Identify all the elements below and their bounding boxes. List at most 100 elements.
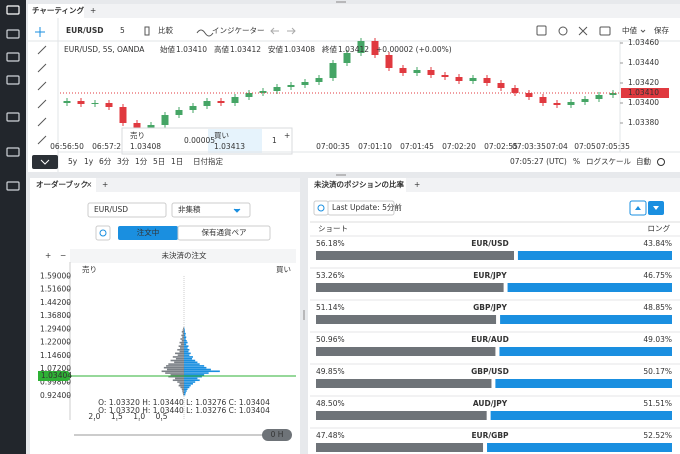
period[interactable]: 1分 — [135, 157, 148, 166]
sidebar — [0, 0, 26, 454]
candle-body — [525, 93, 533, 97]
depth-bar-sell — [179, 347, 184, 349]
depth-bar-sell — [177, 354, 184, 356]
tab-title[interactable]: チャーティング — [32, 5, 84, 15]
indicator[interactable]: インジケーター — [212, 26, 265, 35]
percent[interactable]: % — [573, 157, 580, 166]
orders-btn[interactable] — [118, 226, 178, 240]
collapse-btn[interactable] — [32, 155, 58, 169]
depth-bar-sell — [183, 393, 184, 396]
tab-add[interactable]: + — [414, 180, 420, 189]
drawing-tool[interactable] — [37, 99, 47, 109]
redo[interactable] — [287, 27, 296, 35]
depth-bar-sell — [182, 390, 184, 392]
positions-refresh[interactable] — [313, 200, 329, 216]
depth-bar-sell — [178, 384, 184, 387]
chart-settings[interactable] — [657, 158, 665, 166]
depth-bar-sell — [182, 391, 184, 394]
layout-btn[interactable] — [536, 25, 547, 36]
price-tick-label: 1.03420 — [628, 78, 659, 87]
depth-bar-buy — [184, 359, 196, 362]
slider-handle[interactable] — [262, 429, 292, 441]
drawing-tool[interactable] — [35, 27, 45, 37]
sidebar-icon[interactable] — [6, 75, 20, 85]
pair[interactable]: EUR/USD — [94, 205, 128, 214]
undo[interactable] — [270, 27, 279, 35]
short-percent: 48.50% — [316, 399, 345, 408]
compare[interactable]: 比較 — [158, 25, 173, 35]
pair-select[interactable] — [87, 202, 167, 218]
period[interactable]: 3分 — [117, 157, 130, 166]
period[interactable]: 5日 — [153, 157, 165, 166]
price-type[interactable]: 中値 — [622, 25, 637, 35]
candle-body — [189, 106, 197, 110]
settings-btn[interactable] — [558, 26, 568, 36]
sidebar-icon[interactable] — [6, 181, 20, 191]
sidebar-icon[interactable] — [6, 112, 20, 122]
orderbook-panel — [30, 178, 300, 454]
drawing-tool[interactable] — [37, 45, 47, 55]
candle-body — [427, 70, 435, 75]
orderbook-tab-title[interactable]: オーダーブック — [36, 179, 88, 189]
period[interactable]: 日付指定 — [193, 156, 223, 166]
sell-price[interactable]: 1.03408 — [130, 142, 161, 151]
mode[interactable]: 非集積 — [178, 204, 201, 214]
depth-bar-buy — [184, 374, 205, 376]
save[interactable]: 保存 — [654, 25, 669, 35]
sidebar-icon[interactable] — [6, 5, 20, 15]
depth-bar-buy — [184, 393, 186, 396]
tab-close[interactable]: × — [398, 180, 404, 189]
interval[interactable]: 5 — [120, 26, 125, 35]
sidebar-icon[interactable] — [6, 147, 20, 157]
depth-bar-sell — [168, 375, 184, 378]
qty-plus[interactable]: + — [284, 131, 290, 140]
orders-btn-label[interactable]: 注文中 — [137, 227, 160, 237]
snapshot-btn[interactable] — [599, 26, 611, 36]
positions-btn-label[interactable]: 保有通貨ペア — [202, 227, 247, 237]
sidebar-icon[interactable] — [6, 29, 20, 39]
log-scale[interactable]: ログスケール — [586, 156, 631, 166]
fullscreen-btn[interactable] — [578, 26, 588, 36]
depth-bar-buy — [184, 388, 188, 391]
buy-label[interactable]: 買い — [214, 131, 229, 140]
sidebar-icon[interactable] — [6, 52, 20, 62]
auto-scale[interactable]: 自動 — [636, 156, 651, 166]
tab-close[interactable]: × — [86, 180, 92, 189]
zoom-out[interactable]: − — [60, 251, 66, 260]
time-label: 07:05:35 — [596, 142, 630, 151]
drawing-tool[interactable] — [37, 117, 47, 127]
buy-box[interactable] — [208, 129, 262, 153]
period[interactable]: 6分 — [99, 157, 112, 166]
long-percent: 52.52% — [643, 431, 672, 440]
depth-bar-buy — [184, 354, 190, 356]
depth-ohlc: O: 1.03320 H: 1.03440 L: 1.03276 C: 1.03… — [98, 406, 270, 415]
quantity[interactable]: 1 — [272, 136, 277, 145]
orderbook-tab[interactable] — [30, 178, 96, 192]
zoom-in[interactable]: + — [45, 251, 51, 260]
buy-price[interactable]: 1.03413 — [214, 142, 245, 151]
period[interactable]: 1日 — [171, 157, 183, 166]
depth-bar-sell — [166, 365, 184, 367]
depth-bar-buy — [184, 339, 187, 342]
drawing-tool[interactable] — [37, 81, 47, 91]
sell-label[interactable]: 売り — [130, 130, 145, 140]
tab-add[interactable]: + — [102, 180, 108, 189]
positions-btn[interactable] — [177, 225, 271, 241]
long-percent: 48.85% — [643, 303, 672, 312]
period[interactable]: 5y — [68, 157, 78, 166]
drawing-tool[interactable] — [37, 135, 47, 145]
mode-select[interactable] — [171, 202, 251, 218]
drawing-tool[interactable] — [37, 63, 47, 73]
refresh-btn[interactable] — [95, 225, 111, 241]
depth-bar-sell — [172, 379, 184, 382]
slider-label[interactable]: 0 H — [271, 430, 284, 439]
tab-bar — [28, 4, 680, 18]
positions-tab-title[interactable]: 未決済のポジションの比率 — [314, 179, 404, 189]
tab[interactable] — [28, 4, 84, 18]
symbol[interactable]: EUR/USD — [66, 26, 103, 35]
tab-add[interactable]: + — [90, 6, 96, 15]
depth-y-tick-label: 1.07200 — [40, 364, 71, 373]
positions-tab[interactable] — [308, 178, 406, 192]
period[interactable]: 1y — [84, 157, 94, 166]
depth-bar-buy — [184, 336, 187, 339]
